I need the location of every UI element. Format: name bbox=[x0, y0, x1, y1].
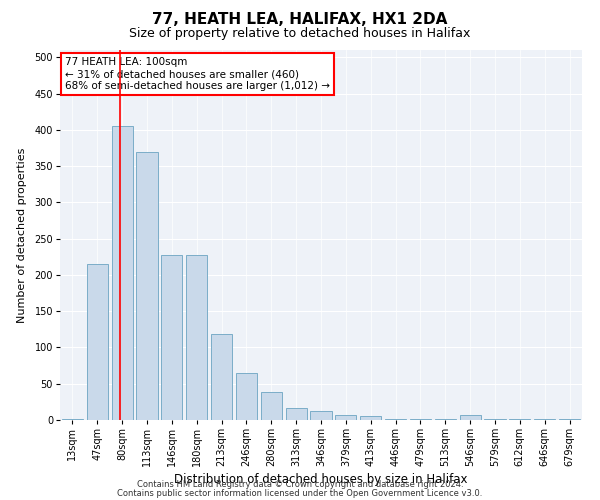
Bar bbox=[62, 418, 83, 420]
Y-axis label: Number of detached properties: Number of detached properties bbox=[17, 148, 28, 322]
Bar bbox=[484, 418, 506, 420]
Bar bbox=[186, 254, 207, 420]
Text: 77, HEATH LEA, HALIFAX, HX1 2DA: 77, HEATH LEA, HALIFAX, HX1 2DA bbox=[152, 12, 448, 28]
Bar bbox=[87, 264, 108, 420]
Bar bbox=[286, 408, 307, 420]
Text: Size of property relative to detached houses in Halifax: Size of property relative to detached ho… bbox=[130, 28, 470, 40]
Bar bbox=[136, 152, 158, 420]
Bar bbox=[161, 254, 182, 420]
Bar bbox=[211, 334, 232, 420]
Bar bbox=[335, 415, 356, 420]
Bar bbox=[261, 392, 282, 420]
Bar bbox=[112, 126, 133, 420]
Bar bbox=[310, 410, 332, 420]
Text: 77 HEATH LEA: 100sqm
← 31% of detached houses are smaller (460)
68% of semi-deta: 77 HEATH LEA: 100sqm ← 31% of detached h… bbox=[65, 58, 330, 90]
X-axis label: Distribution of detached houses by size in Halifax: Distribution of detached houses by size … bbox=[174, 474, 468, 486]
Text: Contains public sector information licensed under the Open Government Licence v3: Contains public sector information licen… bbox=[118, 488, 482, 498]
Bar bbox=[460, 415, 481, 420]
Bar bbox=[360, 416, 381, 420]
Bar bbox=[236, 373, 257, 420]
Text: Contains HM Land Registry data © Crown copyright and database right 2024.: Contains HM Land Registry data © Crown c… bbox=[137, 480, 463, 489]
